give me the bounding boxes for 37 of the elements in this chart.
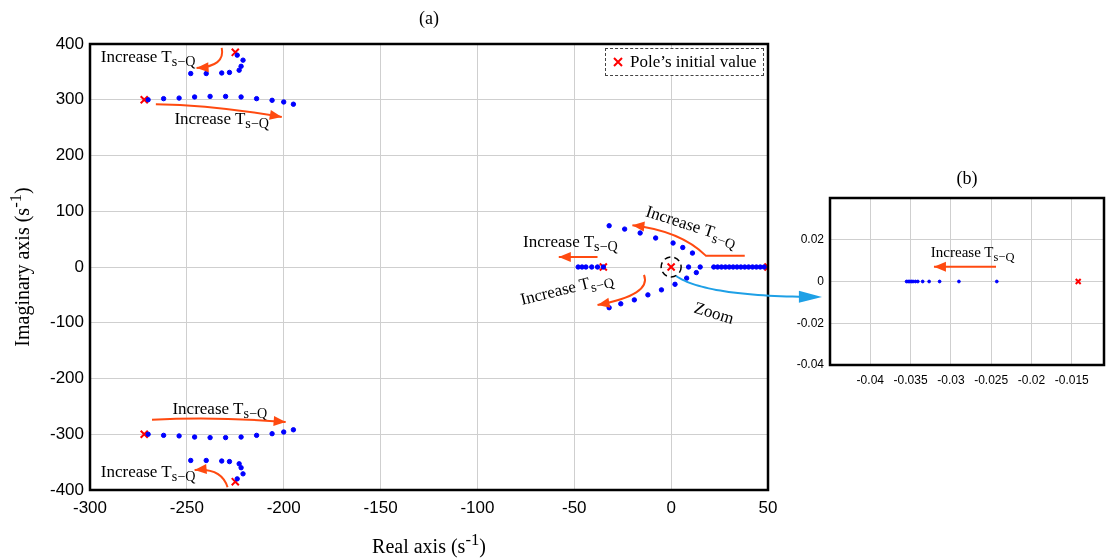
y-tick-label: -300 <box>49 423 84 443</box>
x-tick-label: -250 <box>169 497 204 517</box>
x-tick-label: -0.025 <box>974 372 1009 387</box>
x-axis-title: Real axis (s$^{-1}$) <box>372 530 486 557</box>
annotation: Increase T$_{s−Q}$ <box>100 46 196 70</box>
y-tick-label: -0.02 <box>796 315 825 330</box>
x-tick-label: -300 <box>72 497 108 517</box>
x-tick-label: -150 <box>363 497 398 517</box>
x-tick-label: -200 <box>266 497 301 517</box>
y-tick-label: -100 <box>49 312 84 332</box>
x-tick-label: -100 <box>460 497 495 517</box>
y-tick-label: 400 <box>55 33 84 53</box>
x-tick-label: -0.035 <box>893 372 928 387</box>
x-tick-label: -0.04 <box>856 372 885 387</box>
annotation: Increase T$_{s−Q}$ <box>523 231 618 255</box>
x-tick-label: -0.03 <box>937 372 965 387</box>
x-tick-label: 0 <box>666 497 676 517</box>
annotation: Increase T$_{s−Q}$ <box>930 243 1015 264</box>
x-tick-label: 50 <box>758 497 778 517</box>
y-tick-label: 100 <box>55 200 84 220</box>
annotation: Increase T$_{s−Q}$ <box>100 461 196 485</box>
y-tick-label: 300 <box>55 89 84 109</box>
y-tick-label: 0 <box>74 256 84 276</box>
y-tick-label: 200 <box>55 145 84 165</box>
legend-label: Pole’s initial value <box>630 52 757 72</box>
y-tick-label: 0.02 <box>800 232 825 247</box>
x-tick-label: -0.015 <box>1054 372 1090 387</box>
x-tick-label: -50 <box>562 497 587 517</box>
y-tick-label: 0 <box>817 273 825 288</box>
annotation: Zoom <box>691 297 736 328</box>
annotation: Increase T$_{s−Q}$ <box>174 108 270 131</box>
annotation: Increase T$_{s−Q}$ <box>172 398 268 421</box>
y-tick-label: -400 <box>49 479 84 499</box>
chart-title: (b) <box>956 168 978 188</box>
x-tick-label: -0.02 <box>1017 372 1046 387</box>
chart-title: (a) <box>419 8 439 28</box>
y-tick-label: -0.04 <box>796 357 825 372</box>
